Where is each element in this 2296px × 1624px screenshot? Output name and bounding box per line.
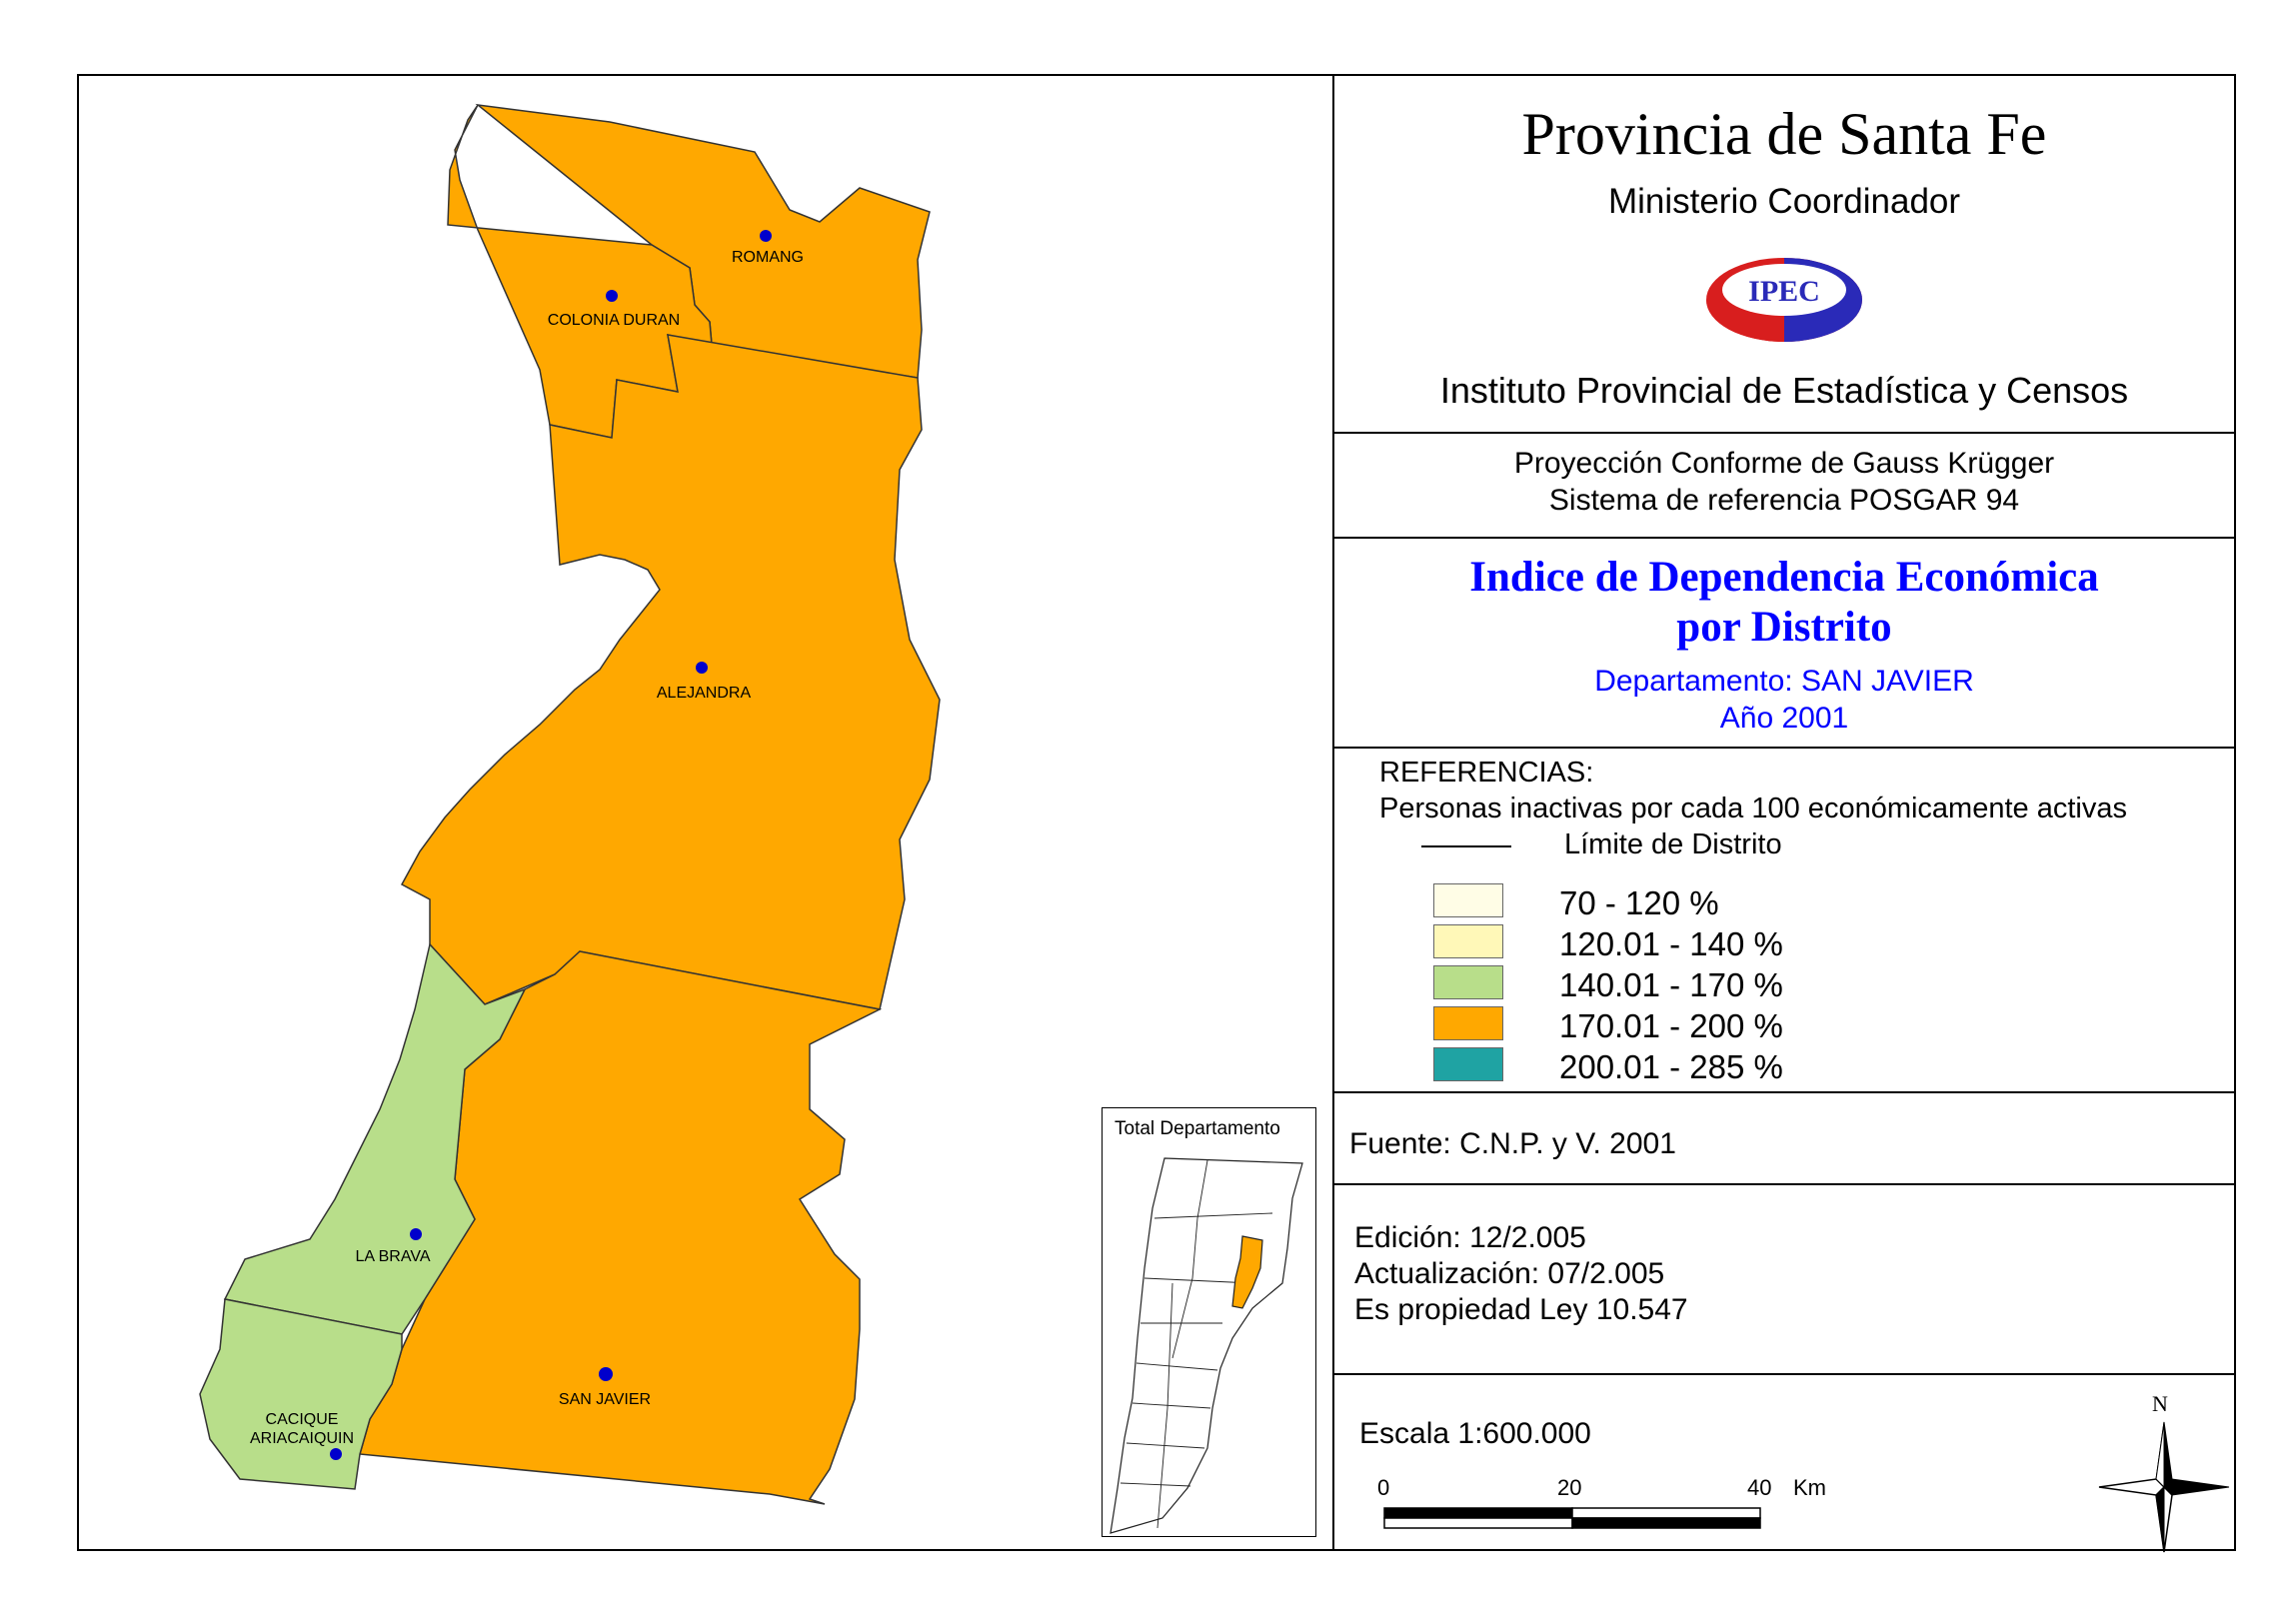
ministry-name: Ministerio Coordinador: [1607, 182, 1961, 221]
legend-heading: REFERENCIAS:: [1379, 757, 1594, 789]
property-law: Es propiedad Ley 10.547: [1354, 1293, 1688, 1326]
boundary-label: Límite de Distrito: [1564, 828, 1782, 860]
town-dot-la-brava: [410, 1228, 422, 1240]
legend-subheading: Personas inactivas por cada 100 económic…: [1379, 793, 2127, 824]
north-arrow-icon: [2098, 1421, 2230, 1553]
legend-label-2: 120.01 - 140 %: [1559, 925, 1783, 962]
scale-bar: [1383, 1507, 1761, 1529]
scale-unit: Km: [1793, 1475, 1826, 1500]
town-dot-cacique: [330, 1448, 342, 1460]
map-frame: [77, 74, 2236, 1551]
district-label-la-brava: LA BRAVA: [356, 1248, 431, 1265]
legend-label-1: 70 - 120 %: [1559, 884, 1719, 921]
scale-text: Escala 1:600.000: [1359, 1417, 1591, 1450]
legend-label-4: 170.01 - 200 %: [1559, 1007, 1783, 1044]
legend-swatch-2: [1433, 924, 1503, 958]
legend-swatch-4: [1433, 1006, 1503, 1040]
inset-title: Total Departamento: [1115, 1118, 1280, 1139]
legend-swatch-5: [1433, 1047, 1503, 1081]
update-date: Actualización: 07/2.005: [1354, 1257, 1665, 1290]
district-label-romang: ROMANG: [732, 249, 804, 266]
district-la-brava[interactable]: [223, 942, 527, 1335]
divider-6: [1334, 1373, 2234, 1375]
town-dot-alejandra: [696, 662, 708, 674]
district-cacique-ariacaiquin[interactable]: [199, 1298, 403, 1490]
legend-swatch-3: [1433, 965, 1503, 999]
divider-1: [1334, 432, 2234, 434]
legend-label-3: 140.01 - 170 %: [1559, 966, 1783, 1003]
district-label-colonia-duran: COLONIA DURAN: [548, 312, 680, 329]
edition-date: Edición: 12/2.005: [1354, 1221, 1586, 1254]
scale-tick-20: 20: [1557, 1475, 1582, 1500]
legend-swatch-1: [1433, 883, 1503, 917]
district-label-cacique: CACIQUE: [266, 1411, 339, 1428]
department-label: Departamento: SAN JAVIER: [1594, 665, 1974, 698]
ipec-logo-text: IPEC: [1748, 275, 1820, 308]
divider-3: [1334, 747, 2234, 749]
boundary-line-sample: [1421, 845, 1511, 847]
inset-san-javier-highlight: [1231, 1235, 1263, 1309]
scale-tick-0: 0: [1377, 1475, 1390, 1500]
district-label-ariacaiquin: ARIACAIQUIN: [250, 1430, 354, 1447]
district-label-alejandra: ALEJANDRA: [657, 685, 752, 702]
panel-divider-vertical: [1332, 76, 1334, 1549]
inset-province-outline: [1110, 1157, 1303, 1534]
map-title-line-2: por Distrito: [1676, 604, 1892, 651]
page-title: Provincia de Santa Fe: [1521, 101, 2047, 167]
inset-map: Total Departamento: [1102, 1107, 1316, 1537]
institute-name: Instituto Provincial de Estadística y Ce…: [1439, 370, 2129, 411]
north-label: N: [2152, 1391, 2168, 1416]
ipec-logo: IPEC: [1706, 258, 1862, 342]
scale-tick-40: 40: [1747, 1475, 1772, 1500]
divider-5: [1334, 1183, 2234, 1185]
year-label: Año 2001: [1719, 702, 1849, 735]
map-title-line-1: Indice de Dependencia Económica: [1469, 554, 2099, 601]
divider-2: [1334, 537, 2234, 539]
projection-line-2: Sistema de referencia POSGAR 94: [1548, 484, 2020, 517]
district-label-san-javier: SAN JAVIER: [559, 1391, 651, 1408]
district-alejandra[interactable]: [400, 334, 941, 1010]
source-text: Fuente: C.N.P. y V. 2001: [1349, 1127, 1676, 1160]
district-map: ROMANG COLONIA DURAN ALEJANDRA LA BRAVA …: [199, 103, 941, 1505]
divider-4: [1334, 1091, 2234, 1093]
legend-label-5: 200.01 - 285 %: [1559, 1048, 1783, 1085]
town-dot-san-javier: [599, 1367, 613, 1381]
town-dot-romang: [760, 230, 772, 242]
projection-line-1: Proyección Conforme de Gauss Krügger: [1513, 447, 2055, 480]
town-dot-colonia-duran: [606, 290, 618, 302]
